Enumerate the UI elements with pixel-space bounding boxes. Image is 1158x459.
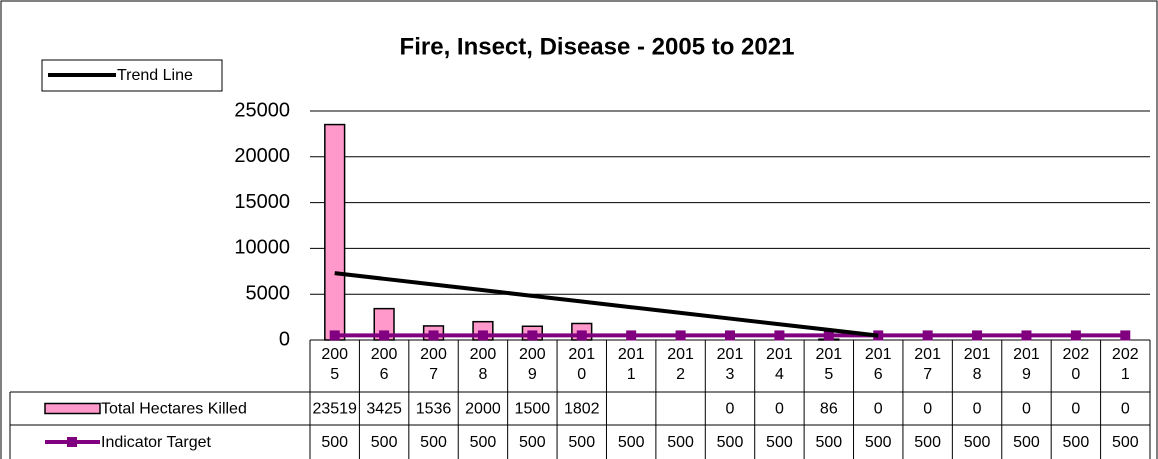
- legend-swatch-marker: [67, 437, 77, 447]
- y-tick-label: 5000: [246, 282, 291, 304]
- x-tick-label: 2008: [469, 346, 497, 383]
- y-tick-label: 15000: [234, 191, 290, 213]
- y-tick-label: 20000: [234, 145, 290, 167]
- table-value: 500: [815, 434, 842, 451]
- target-marker: [972, 330, 983, 341]
- target-marker: [725, 330, 735, 341]
- table-value: 500: [1063, 434, 1090, 451]
- table-value: 1536: [416, 401, 452, 418]
- target-marker: [626, 330, 637, 341]
- target-marker: [428, 330, 439, 341]
- table-value: 1802: [564, 401, 600, 418]
- table-value: 500: [420, 434, 447, 451]
- table-value: 3425: [366, 401, 402, 418]
- table-value: 500: [1013, 434, 1040, 451]
- x-tick-label: 2006: [370, 346, 398, 383]
- legend-swatch: [44, 402, 101, 415]
- legend-label: Total Hectares Killed: [101, 401, 247, 418]
- legend-label: Trend Line: [117, 67, 193, 84]
- table-value: 0: [775, 401, 784, 418]
- y-tick-label: 10000: [234, 237, 290, 259]
- x-tick-label: 2012: [667, 346, 694, 383]
- table-value: 500: [618, 434, 645, 451]
- table-value: 500: [371, 434, 398, 451]
- target-marker: [379, 330, 390, 341]
- x-tick-label: 2020: [1062, 346, 1090, 383]
- trend-line: [334, 271, 879, 338]
- y-tick-label: 25000: [234, 99, 290, 121]
- x-tick-label: 2021: [1111, 346, 1139, 383]
- table-value: 0: [1121, 401, 1130, 418]
- x-tick-label: 2013: [716, 346, 744, 383]
- table-value: 500: [470, 434, 497, 451]
- y-tick-label: 0: [279, 328, 290, 350]
- table-value: 0: [1022, 401, 1031, 418]
- x-tick-label: 2019: [1013, 346, 1040, 383]
- table-value: 500: [519, 434, 546, 451]
- chart-title: Fire, Insect, Disease - 2005 to 2021: [400, 33, 795, 60]
- x-tick-label: 2007: [420, 346, 447, 383]
- target-marker: [823, 330, 834, 341]
- table-value: 500: [321, 434, 348, 451]
- table-value: 0: [874, 401, 883, 418]
- target-marker: [576, 330, 587, 341]
- legend-box: [41, 59, 223, 92]
- table-value: 0: [923, 401, 932, 418]
- table-value: 500: [667, 434, 694, 451]
- target-marker: [1120, 330, 1131, 341]
- x-tick-label: 2014: [766, 346, 793, 383]
- x-tick-label: 2017: [914, 346, 941, 383]
- table-value: 500: [964, 434, 991, 451]
- x-tick-label: 2018: [963, 346, 991, 383]
- table-value: 2000: [465, 401, 501, 418]
- table-value: 500: [717, 434, 744, 451]
- x-tick-label: 2011: [617, 346, 645, 383]
- table-value: 500: [865, 434, 892, 451]
- target-marker: [922, 330, 933, 341]
- x-tick-label: 2016: [864, 346, 892, 383]
- x-tick-label: 2005: [321, 346, 349, 383]
- table-value: 23519: [312, 401, 357, 418]
- target-marker: [1021, 330, 1032, 341]
- table-value: 0: [1071, 401, 1080, 418]
- target-marker: [675, 330, 686, 341]
- x-tick-label: 2010: [568, 346, 596, 383]
- table-value: 86: [820, 401, 838, 418]
- table-value: 1500: [515, 401, 551, 418]
- table-value: 500: [568, 434, 595, 451]
- bar: [324, 123, 346, 341]
- target-marker: [1070, 330, 1081, 341]
- table-value: 500: [914, 434, 941, 451]
- legend-label: Indicator Target: [101, 434, 212, 451]
- target-marker: [329, 330, 340, 341]
- x-tick-label: 2009: [518, 346, 546, 383]
- target-marker: [527, 330, 538, 341]
- table-value: 0: [726, 401, 735, 418]
- x-tick-label: 2015: [815, 346, 843, 383]
- table-value: 500: [1112, 434, 1139, 451]
- table-value: 0: [973, 401, 982, 418]
- table-value: 500: [766, 434, 793, 451]
- target-marker: [774, 330, 785, 341]
- target-marker: [477, 330, 488, 341]
